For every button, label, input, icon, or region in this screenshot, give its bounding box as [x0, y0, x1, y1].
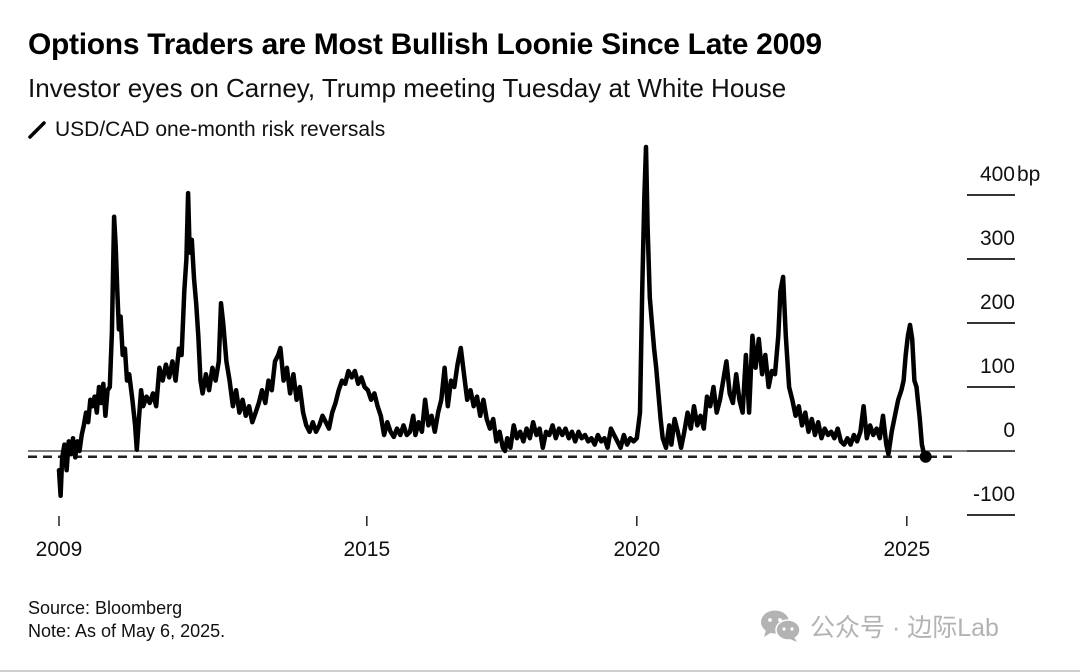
x-axis: 2009 2015 2020 2025	[36, 516, 930, 561]
line-swatch-icon	[28, 121, 46, 139]
y-tick-label: 400	[980, 163, 1015, 186]
x-tick-label: 2025	[883, 538, 930, 561]
watermark-text: 公众号 · 边际Lab	[810, 614, 999, 642]
bottom-divider	[0, 670, 1080, 672]
legend: USD/CAD one-month risk reversals	[28, 118, 385, 142]
y-unit-label: bp	[1017, 163, 1040, 186]
series-line-usdcad-risk-reversals	[56, 144, 928, 499]
wechat-icon	[761, 610, 801, 642]
source-note: Source: Bloomberg	[28, 598, 183, 618]
y-tick-label: 300	[980, 227, 1015, 250]
reference-lines	[28, 450, 1015, 459]
y-tick-label: -100	[973, 483, 1015, 506]
series-group	[56, 144, 932, 499]
date-note: Note: As of May 6, 2025.	[28, 621, 226, 641]
x-tick-label: 2020	[613, 538, 660, 561]
y-tick-label: 200	[980, 291, 1015, 314]
x-tick-label: 2009	[36, 538, 83, 561]
chart-subtitle: Investor eyes on Carney, Trump meeting T…	[28, 73, 787, 103]
line-chart: 400 bp 300 200 100 0 -100 2009 2015 2020 2025	[28, 144, 1040, 561]
latest-value-marker	[919, 450, 932, 463]
x-tick-label: 2015	[343, 538, 390, 561]
watermark: 公众号 · 边际Lab	[760, 608, 999, 644]
y-tick-label: 100	[980, 355, 1015, 378]
legend-label: USD/CAD one-month risk reversals	[55, 118, 386, 141]
footer: Source: Bloomberg Note: As of May 6, 202…	[28, 597, 225, 643]
y-axis: 400 bp 300 200 100 0 -100	[967, 163, 1040, 516]
y-tick-label: 0	[1003, 419, 1015, 442]
chart-title: Options Traders are Most Bullish Loonie …	[28, 28, 822, 61]
